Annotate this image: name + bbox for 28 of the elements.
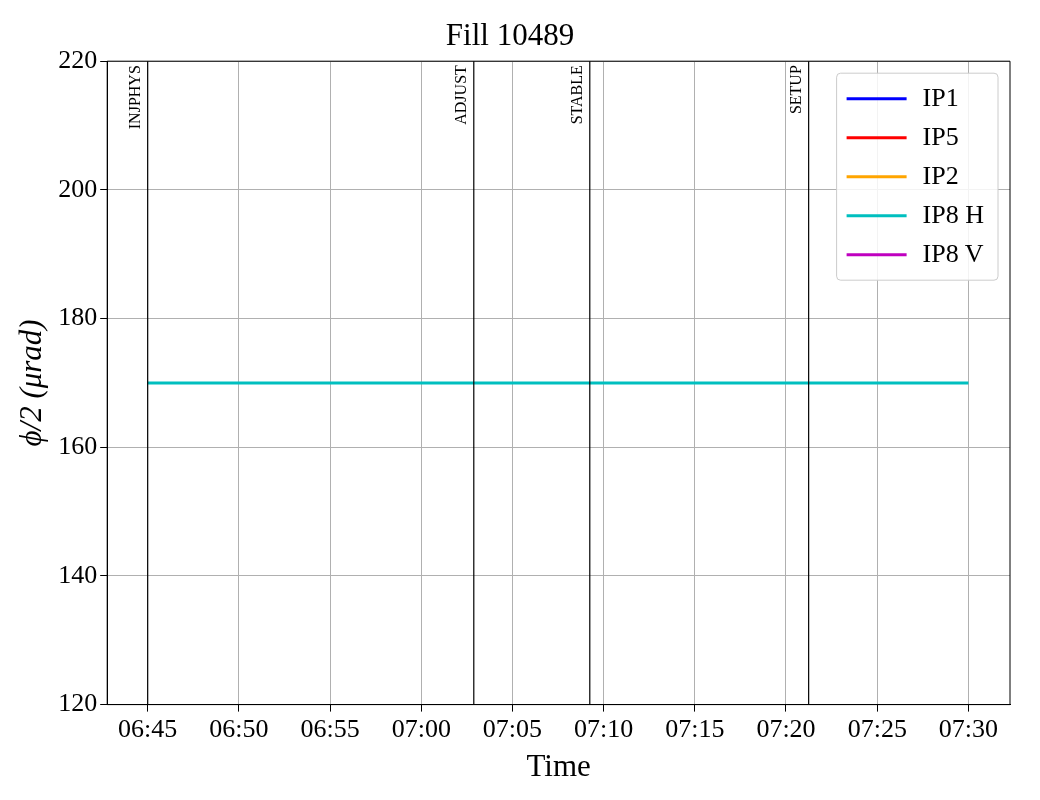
legend-label: IP8 H	[922, 199, 985, 229]
y-tick-label: 200	[58, 173, 98, 203]
y-tick-label: 220	[58, 45, 98, 75]
ref-line-label: STABLE	[567, 65, 585, 125]
x-tick-label: 07:30	[938, 714, 999, 744]
ref-line-label: ADJUST	[451, 64, 469, 125]
y-tick-label: 140	[58, 559, 98, 589]
x-tick-label: 07:20	[756, 714, 816, 744]
legend-label: IP1	[922, 82, 959, 112]
legend-label: IP2	[922, 160, 959, 190]
legend-label: IP5	[922, 121, 959, 151]
legend-label: IP8 V	[922, 238, 984, 268]
y-tick-label: 160	[58, 431, 98, 461]
x-tick-label: 07:00	[391, 714, 451, 744]
y-axis-title: ϕ/2 (μrad)	[12, 319, 48, 447]
chart-title: Fill 10489	[445, 16, 575, 52]
ref-line-label: SETUP	[786, 65, 804, 115]
x-tick-label: 06:50	[209, 714, 269, 744]
x-tick-label: 07:25	[847, 714, 907, 744]
x-tick-label: 07:05	[482, 714, 543, 744]
y-tick-label: 120	[58, 688, 98, 718]
x-tick-label: 06:55	[300, 714, 360, 744]
x-tick-label: 06:45	[118, 714, 178, 744]
ref-line-label: INJPHYS	[125, 65, 143, 130]
x-axis-title: Time	[526, 747, 591, 783]
x-tick-label: 07:15	[665, 714, 725, 744]
x-tick-label: 07:10	[574, 714, 634, 744]
y-tick-label: 180	[58, 302, 98, 332]
